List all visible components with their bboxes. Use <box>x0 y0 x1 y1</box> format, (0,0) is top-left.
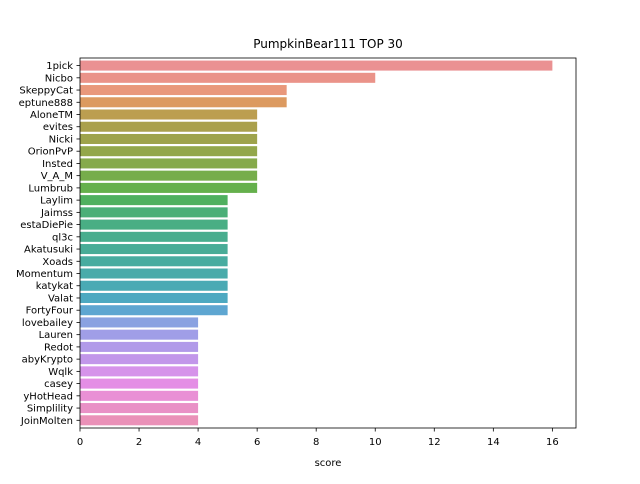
bar <box>80 292 228 303</box>
bar <box>80 85 287 96</box>
bar <box>80 305 228 316</box>
bar <box>80 133 258 144</box>
category-label: Nicki <box>49 134 73 145</box>
category-label: Akatusuki <box>24 245 73 256</box>
plot-frame <box>79 57 577 429</box>
category-label: Laylim <box>40 196 73 207</box>
bar <box>80 109 258 120</box>
bar <box>80 158 258 169</box>
category-label: katykat <box>36 281 73 292</box>
bar <box>80 72 376 83</box>
category-label: AloneTM <box>30 110 73 121</box>
x-tick-label: 2 <box>136 437 142 448</box>
chart-title: PumpkinBear111 TOP 30 <box>253 37 403 51</box>
bar <box>80 121 258 132</box>
bar <box>80 231 228 242</box>
category-label: Lauren <box>39 330 73 341</box>
x-tick-label: 12 <box>428 437 441 448</box>
bar <box>80 244 228 255</box>
bar <box>80 341 199 352</box>
bar <box>80 390 199 401</box>
bar <box>80 280 228 291</box>
category-label: evites <box>43 122 73 133</box>
bar <box>80 60 553 71</box>
category-label: Momentum <box>16 269 73 280</box>
x-tick-label: 4 <box>195 437 201 448</box>
category-label: Valat <box>48 293 73 304</box>
bar <box>80 329 199 340</box>
category-label: Jaimss <box>40 208 73 219</box>
bar <box>80 195 228 206</box>
x-tick-label: 10 <box>369 437 382 448</box>
bar <box>80 354 199 365</box>
bar <box>80 268 228 279</box>
bar <box>80 256 228 267</box>
category-label: estaDiePie <box>20 220 73 231</box>
bar <box>80 219 228 230</box>
x-tick-label: 16 <box>546 437 559 448</box>
category-label: V_A_M <box>41 171 73 182</box>
bar <box>80 378 199 389</box>
category-label: Redot <box>44 342 73 353</box>
category-label: SkeppyCat <box>19 86 73 97</box>
x-tick-label: 0 <box>77 437 83 448</box>
category-label: Simplility <box>27 404 73 415</box>
x-axis-ticks: 0 2 4 6 8 10 12 14 16 <box>77 428 559 448</box>
category-label: Lumbrub <box>28 183 73 194</box>
category-label: lovebailey <box>22 318 73 329</box>
x-tick-label: 8 <box>313 437 319 448</box>
category-label: OrionPvP <box>28 147 73 158</box>
category-label: Xoads <box>42 257 73 268</box>
x-tick-label: 14 <box>487 437 500 448</box>
x-tick-label: 6 <box>254 437 260 448</box>
category-label: abyKrypto <box>22 355 73 366</box>
bar <box>80 317 199 328</box>
bar <box>80 366 199 377</box>
category-label: ql3c <box>52 232 73 243</box>
category-label: casey <box>44 379 73 390</box>
bars-group <box>80 60 553 426</box>
category-label: JoinMolten <box>20 416 73 427</box>
bar <box>80 146 258 157</box>
bar <box>80 415 199 426</box>
category-label: Insted <box>42 159 73 170</box>
category-label: Wqlk <box>48 367 73 378</box>
category-label: eptune888 <box>19 98 73 109</box>
bar <box>80 97 287 108</box>
category-label: Nicbo <box>45 73 73 84</box>
bar <box>80 170 258 181</box>
bar <box>80 182 258 193</box>
bar <box>80 207 228 218</box>
x-axis-label: score <box>315 458 342 469</box>
category-label: 1pick <box>46 61 73 72</box>
bar <box>80 403 199 414</box>
category-label: FortyFour <box>26 306 74 317</box>
category-label: yHotHead <box>23 391 73 402</box>
